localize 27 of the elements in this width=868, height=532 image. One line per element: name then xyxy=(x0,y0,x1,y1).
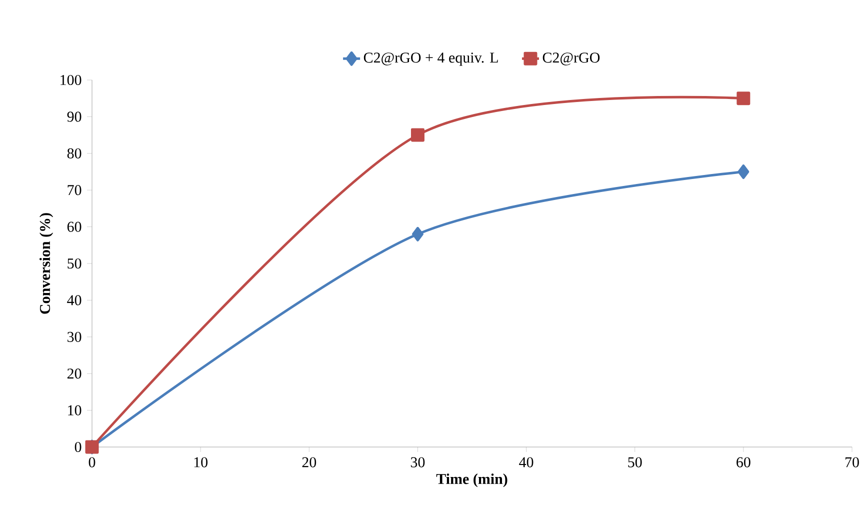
x-tick-label: 50 xyxy=(628,457,642,468)
y-tick-label: 0 xyxy=(74,442,82,452)
x-axis-title: Time (min) xyxy=(436,474,508,488)
legend-label: C2@rGO xyxy=(542,52,600,66)
point xyxy=(412,226,424,242)
y-tick-label: 50 xyxy=(68,258,82,269)
y-tick-label: 60 xyxy=(67,222,82,232)
y-tick-label: 20 xyxy=(67,368,82,379)
y-tick-label: 40 xyxy=(67,295,82,306)
x-tick-label: 60 xyxy=(736,457,750,468)
y-tick-label: 90 xyxy=(67,112,82,122)
y-tick-label: 10 xyxy=(68,405,82,416)
y-tick-label: 100 xyxy=(60,74,82,86)
legend-label: C2@rGO + 4 equiv. L xyxy=(364,52,498,66)
x-tick-label: 20 xyxy=(302,457,316,468)
y-tick-label: 80 xyxy=(67,148,82,158)
y-tick-label: 70 xyxy=(68,185,82,196)
point xyxy=(410,128,424,142)
y-axis-title: Conversion (%) xyxy=(40,213,54,314)
x-tick-label: 40 xyxy=(519,457,534,468)
x-tick-label: 0 xyxy=(88,457,96,468)
x-tick-label: 30 xyxy=(410,457,425,468)
x-tick-label: 10 xyxy=(194,457,208,468)
point xyxy=(736,92,750,106)
y-tick-label: 30 xyxy=(68,332,82,342)
point xyxy=(738,164,750,179)
x-tick-label: 70 xyxy=(845,457,859,468)
